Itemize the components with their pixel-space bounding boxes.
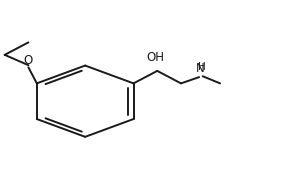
Text: OH: OH bbox=[147, 51, 165, 64]
Text: N: N bbox=[196, 62, 205, 75]
Text: O: O bbox=[24, 54, 33, 67]
Text: H: H bbox=[198, 62, 206, 72]
